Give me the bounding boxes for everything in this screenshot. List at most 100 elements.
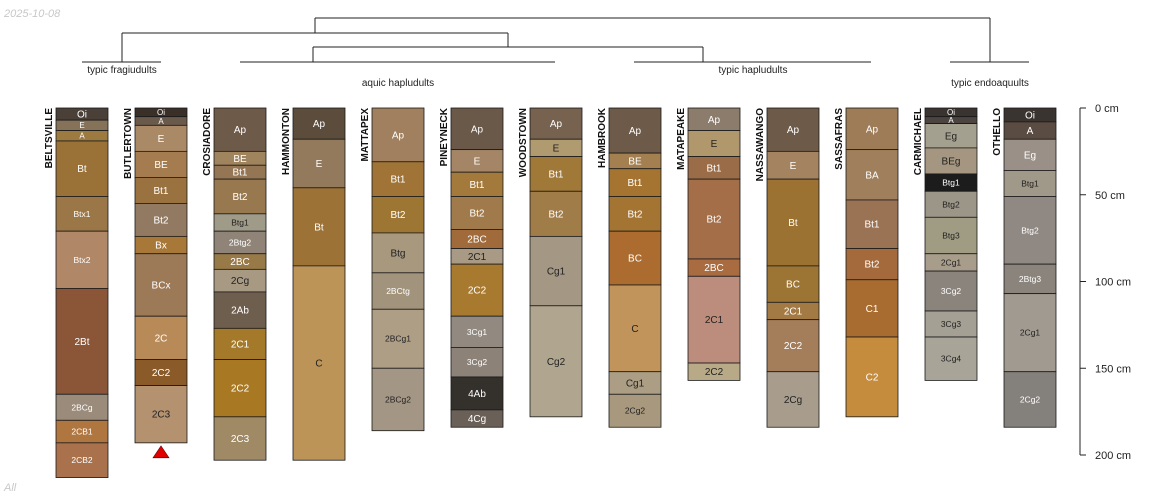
horizon-label: BE xyxy=(628,156,642,167)
horizon-bt1 xyxy=(134,176,188,204)
horizon-label: E xyxy=(711,139,718,150)
profile-sassafras: Ap BA Bt1 Bt2 C1 C2 SASSAFRAS xyxy=(834,107,899,418)
horizon-2bcg1 xyxy=(371,308,425,369)
horizon-label: Bt1 xyxy=(706,163,721,174)
horizon-bcx xyxy=(134,253,188,317)
horizon-label: Cg2 xyxy=(547,357,566,368)
horizon-label: 2C1 xyxy=(468,252,487,263)
horizon-label: 2Cg1 xyxy=(941,257,962,267)
profile-name: PINEYNECK xyxy=(439,107,450,166)
horizon-2c1 xyxy=(213,327,267,360)
horizon-label: 2Cg xyxy=(784,395,802,406)
horizon-btx1 xyxy=(55,196,109,232)
horizon-label: BC xyxy=(786,280,800,291)
horizon-label: 2BCtg xyxy=(386,286,410,296)
horizon-label: Bt1 xyxy=(627,178,642,189)
horizon-2c2 xyxy=(450,263,504,317)
horizon-2cg xyxy=(766,371,820,428)
horizon-label: Btg2 xyxy=(942,199,960,209)
horizon-label: A xyxy=(948,116,954,125)
horizon-label: 2C2 xyxy=(468,286,487,297)
horizon-btg xyxy=(371,232,425,274)
horizon-2cg2 xyxy=(608,393,662,428)
horizon-2c2 xyxy=(213,359,267,418)
horizon-label: 3Cg1 xyxy=(467,327,488,337)
horizon-label: 2BCg1 xyxy=(385,334,411,344)
horizon-bt xyxy=(55,140,109,197)
horizon-label: Bt1 xyxy=(469,180,484,191)
horizon-label: C1 xyxy=(866,304,879,315)
horizon-label: 4Cg xyxy=(468,414,486,425)
horizon-label: E xyxy=(158,134,165,145)
horizon-label: Ap xyxy=(234,125,247,136)
horizon-ap xyxy=(529,107,583,140)
horizon-bt1 xyxy=(845,199,899,249)
group-label-aquic-hapludults: aquic hapludults xyxy=(362,78,434,89)
horizon-eg xyxy=(924,123,978,149)
horizon-label: Bt2 xyxy=(627,209,642,220)
profile-hammonton: Ap E Bt C HAMMONTON xyxy=(281,107,346,461)
horizon-bt xyxy=(292,187,346,267)
horizon-label: Ap xyxy=(787,125,800,136)
horizon-label: C2 xyxy=(866,372,879,383)
profile-hambrook: Ap BE Bt1 Bt2 BC C Cg1 2Cg2 HAMBROOK xyxy=(597,107,662,428)
horizon-3cg4 xyxy=(924,336,978,381)
horizon-label: 3Cg4 xyxy=(941,354,962,364)
horizon-label: Oi xyxy=(157,108,165,117)
horizon-label: 3Cg2 xyxy=(467,357,488,367)
horizon-2c2 xyxy=(134,359,188,387)
horizon-label: Eg xyxy=(1024,150,1036,161)
group-label-typic-hapludults: typic hapludults xyxy=(719,65,788,76)
horizon-2cb2 xyxy=(55,442,109,478)
horizon-label: Bt2 xyxy=(232,192,247,203)
footnote: All xyxy=(4,482,17,494)
horizon-label: Ap xyxy=(471,124,484,135)
horizon-label: 2C2 xyxy=(152,368,171,379)
horizon-label: E xyxy=(79,121,84,130)
group-label-typic-endoaquults: typic endoaquults xyxy=(951,78,1029,89)
horizon-label: Btg1 xyxy=(942,178,960,188)
profile-woodstown: Ap E Bt1 Bt2 Cg1 Cg2 WOODSTOWN xyxy=(518,107,583,418)
horizon-label: Bt1 xyxy=(232,168,247,179)
horizon-label: 2C1 xyxy=(705,315,724,326)
horizon-cg2 xyxy=(529,305,583,418)
profile-name: SASSAFRAS xyxy=(834,108,845,170)
horizon-2bcg xyxy=(55,393,109,421)
horizon-btx2 xyxy=(55,230,109,289)
horizon-bt2 xyxy=(371,196,425,234)
horizon-label: Bt1 xyxy=(864,220,879,231)
profile-name: HAMMONTON xyxy=(281,108,292,175)
horizon-label: Btg3 xyxy=(942,230,960,240)
horizon-label: 4Ab xyxy=(468,389,486,400)
horizon-c2 xyxy=(845,336,899,418)
horizon-label: C xyxy=(631,324,638,335)
profile-name: NASSAWANGO xyxy=(755,108,766,182)
horizon-2cg1 xyxy=(1003,293,1057,373)
horizon-label: 2Btg3 xyxy=(1019,274,1041,284)
horizon-ap xyxy=(608,107,662,154)
horizon-bt1 xyxy=(608,168,662,197)
depth-tick-label: 50 cm xyxy=(1095,190,1125,202)
horizon-be xyxy=(134,150,188,178)
horizon-ap xyxy=(766,107,820,152)
horizon-2btg3 xyxy=(1003,263,1057,295)
horizon-ap xyxy=(450,107,504,151)
profile-name: CROSIADORE xyxy=(202,108,213,176)
horizon-label: Bt2 xyxy=(706,215,721,226)
horizon-label: Btg1 xyxy=(231,217,249,227)
horizon-btg2 xyxy=(924,190,978,218)
horizon-label: Ap xyxy=(313,119,326,130)
horizon-label: 2BC xyxy=(467,234,486,245)
horizon-label: BA xyxy=(865,170,879,181)
horizon-label: Btg xyxy=(390,248,405,259)
profile-pineyneck: Ap E Bt1 Bt2 2BC 2C1 2C2 3Cg1 3Cg2 4Ab 4Cg PINEYNEC… xyxy=(439,107,504,428)
depth-tick-label: 200 cm xyxy=(1095,450,1131,462)
horizon-label: Oi xyxy=(1025,110,1035,121)
horizon-bc xyxy=(608,230,662,286)
profile-name: OTHELLO xyxy=(992,108,1003,156)
horizon-label: 2Btg2 xyxy=(229,237,251,247)
horizon-2bt xyxy=(55,288,109,395)
horizon-label: Btx1 xyxy=(73,209,90,219)
profile-othello: Oi A Eg Btg1 Btg2 2Btg3 2Cg1 2Cg2 OTHELLO xyxy=(992,107,1057,428)
